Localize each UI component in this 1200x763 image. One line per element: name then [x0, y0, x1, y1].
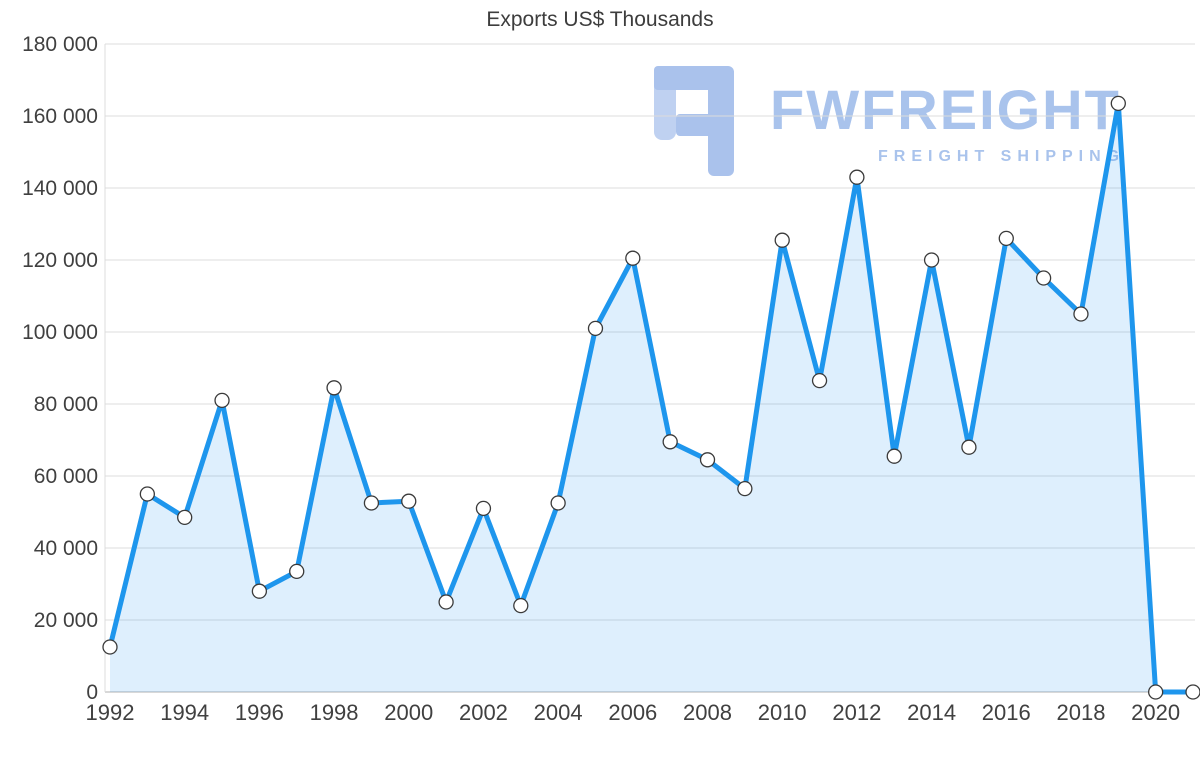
data-point[interactable]: [438, 594, 454, 610]
data-point[interactable]: [625, 250, 641, 266]
y-axis-label: 80 000: [34, 393, 98, 416]
data-point[interactable]: [1035, 270, 1052, 286]
x-axis-label: 1994: [160, 700, 209, 725]
data-point[interactable]: [1110, 95, 1126, 112]
data-point[interactable]: [737, 480, 753, 497]
data-point[interactable]: [998, 230, 1014, 247]
x-axis-label: 1996: [235, 700, 284, 725]
y-axis-label: 40 000: [34, 537, 98, 560]
x-axis-label: 1998: [310, 700, 359, 725]
x-axis-label: 2008: [683, 700, 732, 725]
data-point[interactable]: [587, 320, 604, 337]
y-axis-label: 120 000: [22, 249, 98, 272]
area-fill: [110, 103, 1193, 692]
y-axis-label: 20 000: [34, 609, 98, 632]
y-axis-label: 180 000: [22, 33, 98, 56]
chart-title: Exports US$ Thousands: [486, 8, 714, 31]
data-point[interactable]: [1148, 684, 1164, 700]
data-point[interactable]: [550, 495, 566, 511]
x-axis-label: 2002: [459, 700, 508, 725]
data-point[interactable]: [363, 495, 380, 511]
x-axis-label: 2016: [982, 700, 1031, 725]
data-point[interactable]: [251, 583, 268, 599]
y-axis-label: 100 000: [22, 321, 98, 344]
data-point[interactable]: [961, 439, 977, 455]
x-axis-label: 2000: [384, 700, 433, 725]
data-point[interactable]: [662, 434, 678, 450]
x-axis-label: 1992: [86, 700, 135, 725]
x-axis-label: 2010: [758, 700, 807, 725]
y-axis-label: 0: [86, 681, 98, 704]
x-axis-label: 2006: [608, 700, 657, 725]
y-axis-label: 160 000: [22, 105, 98, 128]
data-point[interactable]: [1185, 684, 1200, 700]
x-axis-label: 2012: [832, 700, 881, 725]
data-point[interactable]: [849, 169, 865, 185]
data-point[interactable]: [177, 509, 193, 526]
data-point[interactable]: [139, 486, 155, 502]
data-point[interactable]: [923, 252, 940, 268]
data-point[interactable]: [475, 500, 492, 517]
data-point[interactable]: [102, 639, 118, 655]
data-point[interactable]: [214, 392, 230, 409]
x-axis-label: 2014: [907, 700, 956, 725]
data-point[interactable]: [886, 448, 902, 464]
x-axis-label: 2020: [1131, 700, 1180, 725]
data-point[interactable]: [401, 493, 417, 509]
data-point[interactable]: [513, 597, 529, 614]
data-point[interactable]: [1073, 306, 1089, 322]
data-point[interactable]: [774, 232, 790, 248]
x-axis-label: 2004: [534, 700, 583, 725]
data-point[interactable]: [326, 380, 342, 396]
x-axis-label: 2018: [1056, 700, 1105, 725]
data-point[interactable]: [699, 452, 716, 468]
y-axis-label: 60 000: [34, 465, 98, 488]
y-axis-label: 140 000: [22, 177, 98, 200]
data-point[interactable]: [289, 563, 305, 580]
data-point[interactable]: [811, 372, 828, 389]
